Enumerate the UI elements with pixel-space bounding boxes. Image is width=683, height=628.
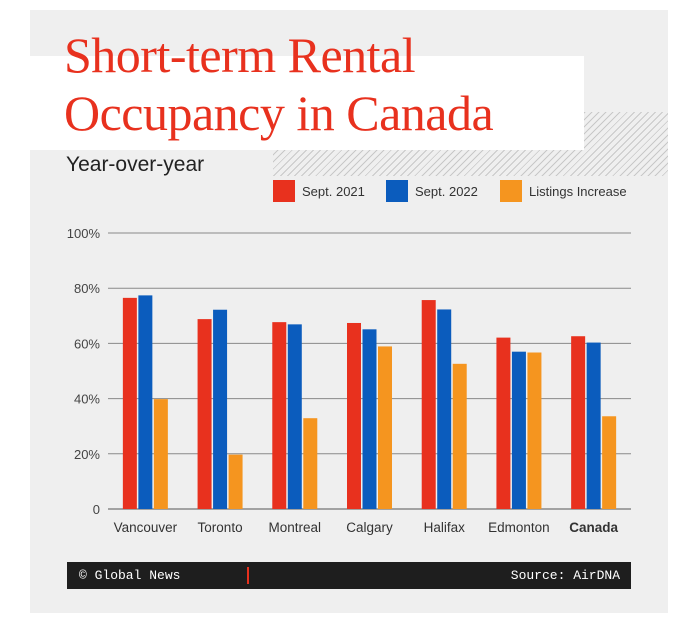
legend-swatch: [500, 180, 522, 202]
bar: [421, 300, 436, 509]
chart-title-line-1: Short-term Rental: [64, 27, 416, 83]
bar: [287, 324, 302, 509]
x-tick-label: Vancouver: [114, 520, 178, 535]
bar: [303, 418, 318, 509]
y-tick-label: 40%: [74, 392, 100, 407]
bar: [452, 363, 467, 509]
y-tick-label: 60%: [74, 336, 100, 351]
y-tick-label: 80%: [74, 281, 100, 296]
bar: [347, 322, 361, 509]
legend-item-sept-2022: Sept. 2022: [386, 180, 478, 202]
bar: [586, 342, 601, 509]
bar: [511, 351, 526, 509]
chart-subtitle: Year-over-year: [66, 153, 205, 176]
bar: [153, 399, 168, 509]
x-tick-label: Toronto: [198, 520, 243, 535]
footer-divider: [247, 567, 249, 584]
legend-swatch: [386, 180, 408, 202]
legend-item-listings-increase: Listings Increase: [500, 180, 627, 202]
x-tick-label: Calgary: [346, 520, 393, 535]
bar: [213, 309, 228, 509]
bar: [571, 336, 586, 509]
y-tick-label: 20%: [74, 447, 100, 462]
bar: [272, 322, 287, 509]
title-background: [30, 56, 584, 150]
y-tick-label: 100%: [67, 226, 101, 241]
legend-label: Sept. 2022: [415, 183, 478, 199]
x-tick-label: Canada: [569, 520, 618, 535]
x-tick-label: Montreal: [269, 520, 322, 535]
legend-swatch: [273, 180, 295, 202]
bar: [138, 295, 153, 509]
x-tick-label: Halifax: [424, 520, 466, 535]
footer-credit: © Global News: [79, 568, 181, 583]
bar: [437, 309, 452, 509]
bar: [197, 319, 212, 509]
footer-source: Source: AirDNA: [510, 568, 620, 583]
bar: [362, 329, 377, 509]
chart-title-line-2: Occupancy in Canada: [64, 85, 494, 141]
bar: [527, 352, 542, 509]
legend-label: Sept. 2021: [302, 183, 365, 199]
bar: [602, 416, 617, 509]
bar: [122, 297, 137, 509]
bar: [378, 346, 392, 509]
footer-bar: © Global News Source: AirDNA: [67, 562, 631, 589]
x-tick-label: Edmonton: [488, 520, 550, 535]
y-tick-label: 0: [93, 502, 100, 517]
legend-label: Listings Increase: [529, 183, 627, 199]
bar: [228, 454, 243, 509]
bar: [496, 337, 511, 509]
legend-item-sept-2021: Sept. 2021: [273, 180, 365, 202]
